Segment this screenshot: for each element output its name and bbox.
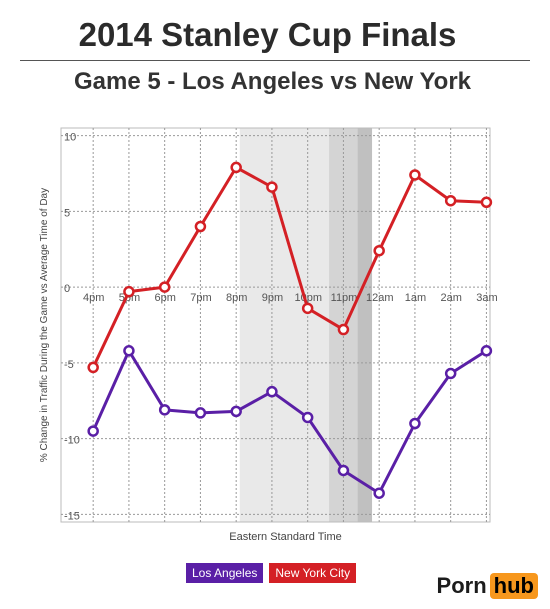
data-point [301, 411, 314, 424]
series-line-0 [91, 349, 488, 495]
chart-subtitle: Game 5 - Los Angeles vs New York [73, 68, 472, 95]
x-tick-label: 4pm [83, 292, 104, 304]
title-divider [20, 60, 530, 61]
data-point [480, 345, 493, 357]
x-axis-label: Eastern Standard Time [229, 531, 342, 543]
data-point [158, 404, 171, 416]
data-point [194, 220, 207, 233]
shaded-region-2 [357, 128, 373, 522]
x-tick-label: 3am [476, 292, 497, 304]
data-point [194, 407, 207, 419]
chart-legend: Los Angeles New York City [186, 563, 357, 583]
legend-new-york-city: New York City [269, 563, 357, 583]
x-tick-label: 2am [441, 292, 462, 304]
y-tick-label: -15 [64, 510, 80, 522]
series-line-1 [91, 165, 487, 369]
data-point [337, 323, 350, 336]
x-tick-label: 7pm [190, 292, 211, 304]
data-point [266, 181, 278, 193]
data-point [480, 196, 493, 209]
data-point [444, 194, 457, 207]
data-point [230, 405, 242, 418]
data-point [373, 487, 385, 499]
chart-title: 2014 Stanley Cup Finals [78, 16, 457, 53]
data-point [87, 361, 99, 374]
x-tick-label: 1am [405, 292, 426, 304]
data-point [409, 417, 421, 430]
data-point [301, 302, 314, 315]
x-tick-label: 12am [366, 292, 394, 304]
brand-logo-part2: hub [489, 573, 538, 599]
y-tick-label: -5 [64, 359, 74, 371]
data-point [373, 244, 385, 257]
y-tick-label: -10 [64, 435, 80, 447]
data-point [337, 464, 350, 477]
x-tick-label: 6pm [155, 292, 176, 304]
plot-area-border [60, 127, 491, 523]
y-tick-label: 10 [64, 132, 76, 144]
data-point [266, 385, 278, 398]
x-tick-label: 11pm [331, 292, 358, 304]
x-tick-label: 8pm [226, 292, 247, 304]
data-point [158, 281, 171, 293]
x-tick-label: 10pm [294, 292, 322, 304]
brand-logo: Porn hub [437, 573, 538, 599]
data-point [123, 345, 135, 357]
data-point [87, 425, 99, 437]
data-point [230, 161, 242, 174]
y-tick-label: 5 [64, 207, 70, 219]
data-point [409, 169, 421, 181]
legend-los-angeles: Los Angeles [186, 563, 264, 583]
data-point [444, 367, 457, 380]
x-tick-label: 9pm [262, 292, 283, 304]
data-point [123, 285, 135, 298]
y-tick-label: 0 [64, 283, 70, 295]
brand-logo-part1: Porn [436, 573, 487, 598]
y-axis-label: % Change in Traffic During the Game vs A… [39, 188, 50, 462]
